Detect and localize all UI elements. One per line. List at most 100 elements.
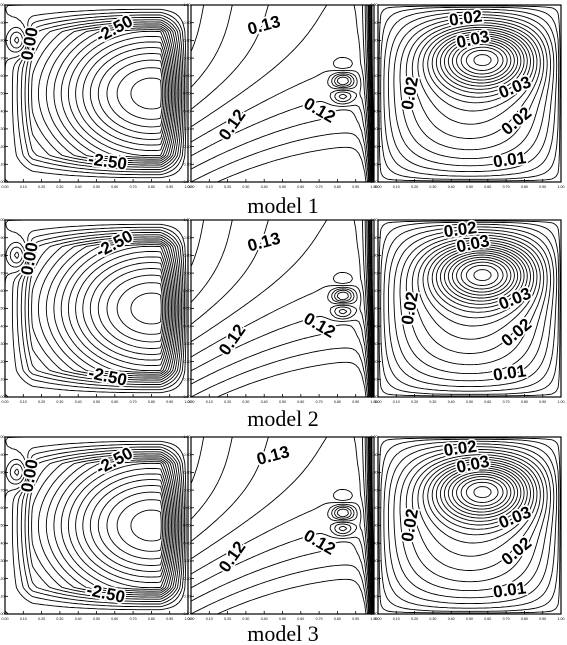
x-tick-label: 0.80 xyxy=(521,400,528,404)
y-tick-label: 0.70 xyxy=(371,271,378,275)
contour-line xyxy=(31,236,180,381)
x-tick-label: 0.20 xyxy=(38,617,45,621)
contour-line xyxy=(20,14,184,173)
x-tick-label: 0.80 xyxy=(334,185,341,189)
y-tick-label: 0.10 xyxy=(371,163,378,167)
contour-line xyxy=(431,246,528,313)
contour-line xyxy=(456,259,508,293)
y-tick-label: 0.10 xyxy=(0,163,5,167)
contour-line xyxy=(14,468,20,476)
contour-line xyxy=(451,41,512,81)
x-tick-label: 1.00 xyxy=(558,185,565,189)
x-tick-label: 0.10 xyxy=(206,185,213,189)
x-tick-label: 0.50 xyxy=(279,400,286,404)
y-tick-label: 0.30 xyxy=(184,127,191,131)
y-tick-label: 0.50 xyxy=(0,307,5,311)
x-tick-label: 0.60 xyxy=(484,185,491,189)
y-tick-label: 0.00 xyxy=(184,395,191,399)
x-tick-label: 0.60 xyxy=(297,400,304,404)
y-tick-label: 0.70 xyxy=(184,271,191,275)
contour-line xyxy=(191,503,370,614)
x-tick-label: 0.80 xyxy=(148,185,155,189)
y-tick-label: 0.50 xyxy=(371,524,378,528)
x-tick-label: 0.30 xyxy=(429,617,436,621)
contour-line xyxy=(378,5,561,182)
y-tick-label: 1.00 xyxy=(184,3,191,7)
x-tick-label: 0.20 xyxy=(224,617,231,621)
x-tick-label: 0.10 xyxy=(20,185,27,189)
y-tick-label: 0.00 xyxy=(371,612,378,616)
y-tick-label: 0.90 xyxy=(371,21,378,25)
contour-line xyxy=(422,458,535,544)
x-tick-label: 0.10 xyxy=(20,617,27,621)
contour-line xyxy=(9,31,23,49)
contour-line xyxy=(451,256,512,296)
y-tick-label: 0.80 xyxy=(184,471,191,475)
x-tick-label: 0.10 xyxy=(206,617,213,621)
y-tick-label: 0.30 xyxy=(0,342,5,346)
x-tick-label: 0.80 xyxy=(334,400,341,404)
contour-line xyxy=(116,499,164,552)
y-tick-label: 0.80 xyxy=(371,254,378,258)
contour-value-label: 0.00 xyxy=(17,26,41,62)
contour-line xyxy=(443,252,519,302)
y-tick-label: 0.60 xyxy=(0,74,5,78)
contour-line xyxy=(465,49,499,71)
y-tick-label: 0.20 xyxy=(371,360,378,364)
y-tick-label: 0.10 xyxy=(184,163,191,167)
contour-line xyxy=(106,274,165,343)
contour-line xyxy=(451,473,512,513)
contour-line xyxy=(89,47,168,140)
y-tick-label: 1.00 xyxy=(0,3,5,7)
contour-line xyxy=(45,240,177,377)
x-tick-label: 0.40 xyxy=(75,400,82,404)
contour-line xyxy=(473,269,492,282)
contour-value-label: 0.01 xyxy=(492,148,527,171)
y-tick-label: 0.30 xyxy=(371,127,378,131)
contour-line xyxy=(191,506,369,614)
y-tick-label: 0.80 xyxy=(371,471,378,475)
contour-value-label: 0.12 xyxy=(301,526,339,559)
x-tick-label: 0.90 xyxy=(539,617,546,621)
y-tick-label: 0.40 xyxy=(184,541,191,545)
contour-value-label: 0.01 xyxy=(492,361,527,384)
contour-line xyxy=(443,469,519,519)
y-tick-label: 0.80 xyxy=(0,39,5,43)
contour-value-label: 0.02 xyxy=(398,507,422,543)
x-tick-label: 0.00 xyxy=(375,185,382,189)
contour-value-label: 0.00 xyxy=(17,241,41,277)
x-tick-label: 0.20 xyxy=(411,617,418,621)
x-tick-label: 0.70 xyxy=(130,185,137,189)
y-tick-label: 0.20 xyxy=(371,145,378,149)
y-tick-label: 0.60 xyxy=(371,289,378,293)
contour-line xyxy=(9,246,23,264)
contour-line xyxy=(60,244,174,373)
x-tick-label: 0.90 xyxy=(352,400,359,404)
y-tick-label: 0.00 xyxy=(371,395,378,399)
contour-line xyxy=(16,11,186,176)
x-tick-label: 0.70 xyxy=(130,400,137,404)
contour-line xyxy=(393,446,552,599)
contour-line xyxy=(439,35,522,90)
y-tick-label: 0.00 xyxy=(184,612,191,616)
x-tick-label: 0.30 xyxy=(242,617,249,621)
x-tick-label: 0.60 xyxy=(297,617,304,621)
y-tick-label: 0.20 xyxy=(0,360,5,364)
contour-line xyxy=(447,471,515,516)
x-tick-label: 0.50 xyxy=(466,400,473,404)
contour-line xyxy=(460,46,504,75)
contour-line xyxy=(130,509,162,542)
y-tick-label: 0.90 xyxy=(184,21,191,25)
x-tick-label: 0.80 xyxy=(148,617,155,621)
contour-value-label: 0.02 xyxy=(448,6,483,29)
x-tick-label: 1.00 xyxy=(185,185,192,189)
contour-line xyxy=(116,282,164,335)
y-tick-label: 0.00 xyxy=(0,180,5,184)
x-tick-label: 0.90 xyxy=(166,185,173,189)
x-tick-label: 0.70 xyxy=(503,400,510,404)
contour-value-label: 0.03 xyxy=(496,284,534,314)
contour-panel-vorticity: 0.00 0.10 0.20 0.30 0.40 0.50 0.60 0.70 0.80 0.90… xyxy=(184,3,378,189)
contour-value-label: 0.01 xyxy=(492,578,527,601)
y-tick-label: 0.40 xyxy=(0,324,5,328)
x-tick-label: 0.40 xyxy=(261,400,268,404)
